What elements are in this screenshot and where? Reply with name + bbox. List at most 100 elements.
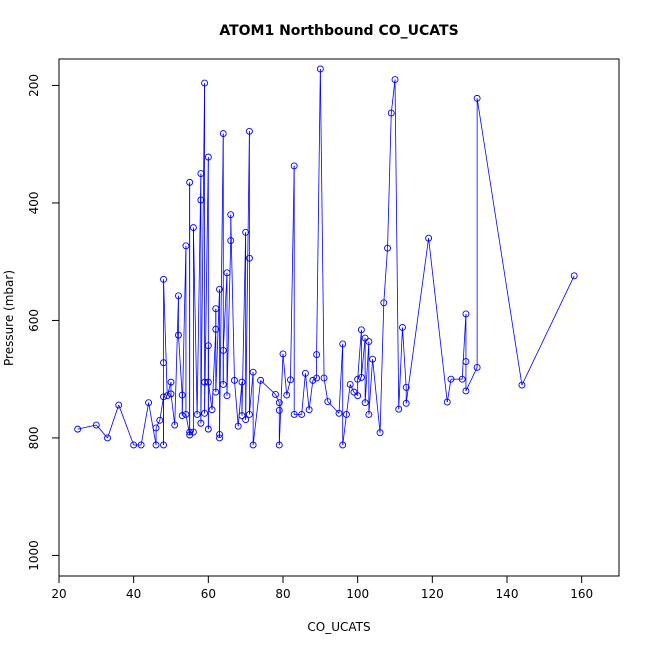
series-segment	[312, 377, 317, 381]
data-point	[167, 390, 175, 398]
data-point	[204, 378, 212, 386]
data-point	[343, 410, 350, 418]
series-segment	[226, 240, 232, 396]
data-point	[458, 375, 466, 383]
data-point	[219, 346, 227, 354]
data-point	[204, 342, 212, 350]
data-point	[182, 410, 190, 418]
data-point	[104, 434, 111, 442]
series-segment	[521, 275, 575, 386]
series-segment	[368, 359, 373, 415]
series-segment	[204, 157, 209, 414]
y-tick-label: 1000	[27, 540, 41, 571]
data-point	[74, 425, 82, 433]
y-tick-label: 200	[27, 74, 41, 97]
series-segment	[372, 359, 381, 433]
series-segment	[290, 165, 295, 380]
series-segment	[222, 272, 228, 351]
y-axis: 200 400 600 800 1000	[27, 74, 60, 571]
series-segment	[405, 238, 429, 404]
data-point	[257, 376, 265, 384]
data-point	[186, 428, 194, 436]
data-point	[227, 237, 235, 244]
x-tick-label: 160	[570, 587, 593, 601]
series-segment	[107, 404, 120, 439]
data-point	[462, 358, 470, 366]
data-point	[335, 409, 343, 417]
data-point	[212, 388, 220, 396]
y-tick-label: 400	[27, 191, 41, 214]
series-segment	[278, 353, 284, 446]
series-segment	[383, 248, 388, 303]
x-tick-label: 140	[496, 587, 519, 601]
series-layer	[74, 65, 578, 449]
data-point	[163, 392, 171, 400]
series-segment	[390, 79, 396, 114]
series-segment	[275, 394, 280, 403]
y-tick-label: 800	[27, 426, 41, 449]
data-point	[473, 94, 481, 102]
data-point	[395, 405, 403, 413]
series-segment	[461, 313, 467, 380]
data-point	[272, 391, 279, 398]
y-tick-label: 600	[27, 309, 41, 332]
data-point	[245, 410, 253, 418]
data-point	[212, 325, 220, 333]
data-point	[301, 369, 309, 377]
chart-title: ATOM1 Northbound CO_UCATS	[219, 23, 458, 39]
data-point	[92, 421, 100, 429]
data-point	[570, 272, 578, 280]
series-segment	[215, 289, 220, 393]
series-segment	[219, 133, 224, 435]
data-point	[167, 378, 175, 386]
data-point	[354, 375, 362, 383]
data-point	[152, 441, 160, 449]
series-segment	[181, 245, 187, 416]
data-point	[275, 441, 283, 449]
data-point	[175, 292, 182, 300]
data-point	[290, 162, 298, 170]
series-segment	[428, 238, 448, 403]
data-point	[245, 127, 253, 135]
data-point	[249, 441, 257, 449]
data-point	[290, 410, 298, 418]
data-point	[197, 170, 205, 178]
data-point	[399, 324, 406, 331]
data-point	[216, 434, 223, 442]
series-segment	[465, 367, 478, 392]
data-point	[216, 285, 223, 293]
data-point	[178, 391, 186, 399]
data-point	[242, 416, 250, 424]
data-point	[227, 211, 235, 219]
data-point	[189, 224, 197, 232]
data-point	[320, 374, 328, 382]
data-point	[346, 381, 354, 388]
data-point	[171, 421, 179, 429]
data-point	[160, 359, 167, 367]
series-segment	[305, 373, 310, 410]
data-point	[316, 65, 324, 73]
series-segment	[211, 329, 217, 410]
series-segment	[237, 382, 243, 427]
data-point	[447, 375, 455, 383]
series-segment	[200, 83, 205, 424]
data-point	[175, 331, 182, 339]
series-segment	[342, 414, 347, 446]
data-point	[156, 416, 164, 424]
series-segment	[402, 327, 407, 388]
data-point	[361, 399, 369, 407]
data-point	[391, 76, 399, 84]
series-segment	[394, 79, 400, 410]
series-segment	[174, 295, 179, 426]
series-segment	[193, 227, 198, 415]
data-point	[219, 130, 227, 138]
data-point	[339, 340, 347, 348]
series-segment	[323, 377, 329, 402]
data-point	[145, 399, 153, 407]
data-point	[115, 401, 123, 409]
series-segment	[241, 232, 247, 416]
data-point	[365, 338, 373, 346]
data-point	[201, 79, 209, 87]
series-segment	[364, 341, 370, 403]
